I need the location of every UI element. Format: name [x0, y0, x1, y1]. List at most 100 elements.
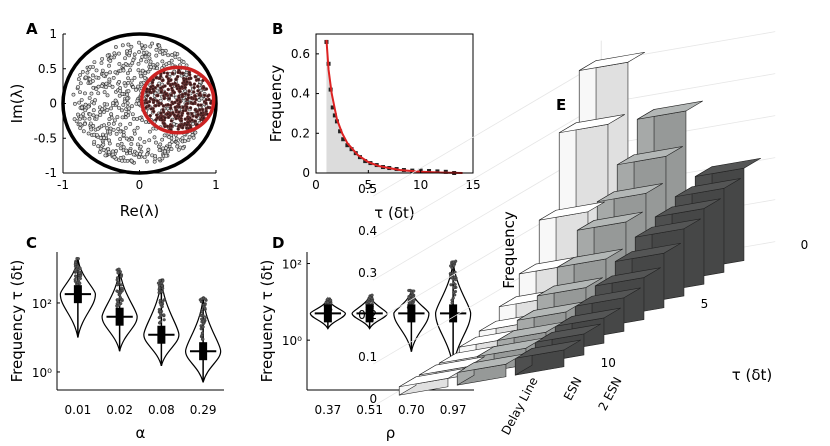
eigenvalue-point-dark: [189, 95, 194, 100]
violin-point: [450, 301, 454, 305]
eigenvalue-point-grey: [83, 108, 88, 113]
eigenvalue-point-grey: [120, 108, 124, 113]
y-tick-label: 10²: [282, 258, 302, 272]
eigenvalue-point-dark: [166, 87, 171, 92]
eigenvalue-point-grey: [142, 140, 147, 144]
eigenvalue-point-grey: [109, 55, 114, 60]
eigenvalue-point-grey: [152, 135, 157, 140]
y-tick-label: 0.2: [291, 126, 310, 140]
violin-point: [160, 284, 164, 288]
eigenvalue-point-grey: [187, 135, 192, 140]
eigenvalue-point-grey: [134, 87, 138, 92]
eigenvalue-point-grey: [89, 127, 94, 132]
eigenvalue-point-dark: [174, 108, 178, 113]
eigenvalue-point-dark: [169, 93, 173, 97]
panel-label-a: A: [26, 20, 38, 38]
eigenvalue-point-grey: [82, 122, 87, 126]
eigenvalue-point-grey: [190, 122, 195, 126]
bar-face-top: [577, 211, 643, 231]
eigenvalue-point-dark: [186, 120, 190, 125]
eigenvalue-point-dark: [196, 112, 200, 117]
eigenvalue-point-dark: [181, 109, 186, 113]
eigenvalue-point-grey: [138, 152, 142, 156]
panel-label-e: E: [556, 96, 566, 114]
eigenvalue-point-dark: [173, 105, 177, 110]
eigenvalue-point-dark: [180, 71, 185, 75]
eigenvalue-point-grey: [143, 54, 148, 59]
histogram-point: [427, 169, 432, 174]
eigenvalue-point-grey: [121, 145, 126, 150]
histogram-point: [345, 143, 350, 148]
eigenvalue-point-grey: [105, 102, 110, 107]
eigenvalue-point-dark: [156, 93, 160, 98]
y-axis-label: Frequency τ (δt): [258, 260, 276, 383]
eigenvalue-point-dark: [175, 74, 180, 79]
bar-face-top: [399, 368, 465, 388]
eigenvalue-point-dark: [188, 106, 193, 110]
eigenvalue-point-dark: [185, 101, 190, 106]
eigenvalue-point-dark: [183, 92, 188, 96]
eigenvalue-point-grey: [124, 136, 129, 141]
eigenvalue-point-grey: [138, 144, 143, 149]
eigenvalue-point-grey: [129, 142, 134, 146]
eigenvalue-point-grey: [135, 142, 140, 147]
x-tick-label: 0.01: [65, 403, 92, 417]
violin-point: [118, 296, 122, 300]
y-tick-label: 0.4: [291, 87, 310, 101]
eigenvalue-point-grey: [111, 149, 115, 154]
violin-point: [451, 260, 456, 264]
violin-point: [158, 279, 162, 283]
violin-point: [158, 312, 163, 316]
violin-point: [77, 270, 82, 274]
eigenvalue-point-grey: [154, 140, 158, 145]
series-label: 2 ESN: [596, 375, 625, 413]
eigenvalue-point-dark: [159, 111, 163, 115]
eigenvalue-point-grey: [99, 61, 104, 65]
eigenvalue-point-grey: [167, 61, 171, 65]
eigenvalue-point-grey: [108, 59, 113, 63]
eigenvalue-point-dark: [174, 84, 179, 88]
eigenvalue-point-grey: [162, 149, 167, 154]
eigenvalue-point-grey: [136, 101, 141, 106]
eigenvalue-point-grey: [102, 90, 107, 95]
eigenvalue-point-grey: [111, 121, 116, 126]
eigenvalue-point-grey: [117, 79, 122, 84]
eigenvalue-point-grey: [121, 63, 126, 68]
eigenvalue-point-dark: [151, 109, 156, 114]
eigenvalue-point-grey: [125, 92, 129, 97]
grid-line: [601, 115, 776, 147]
eigenvalue-point-dark: [159, 86, 163, 90]
eigenvalue-point-grey: [117, 105, 121, 110]
eigenvalue-point-dark: [167, 96, 171, 101]
bar-face-top: [615, 242, 681, 262]
violin-point: [201, 325, 205, 329]
eigenvalue-point-grey: [101, 73, 106, 78]
eigenvalue-point-dark: [161, 107, 165, 112]
eigenvalue-point-grey: [191, 135, 196, 140]
eigenvalue-point-grey: [106, 147, 111, 152]
eigenvalue-point-grey: [101, 132, 105, 137]
eigenvalue-point-grey: [95, 133, 99, 138]
violin-point: [201, 337, 205, 341]
eigenvalue-point-grey: [139, 74, 143, 79]
grid-line: [372, 103, 602, 239]
eigenvalue-point-grey: [107, 129, 112, 134]
x-tick-label: 5: [365, 178, 373, 192]
y-tick-label: 10⁰: [282, 334, 302, 348]
x-tick-label: 0.97: [440, 403, 467, 417]
violin-point: [117, 267, 121, 271]
eigenvalue-point-grey: [98, 113, 103, 117]
eigenvalue-point-grey: [136, 155, 141, 160]
bar-face-top: [655, 198, 721, 218]
eigenvalue-point-dark: [198, 91, 202, 96]
eigenvalue-point-grey: [73, 101, 77, 106]
eigenvalue-point-grey: [78, 90, 82, 95]
eigenvalue-point-dark: [168, 83, 173, 88]
panel-e-3d-bars: 0 0.1 0.2 0.3 0.4 0.5 Frequency 0 5 10 τ (δt) Delay…: [358, 31, 808, 437]
x-axis-label: Re(λ): [120, 202, 160, 220]
eigenvalue-point-grey: [87, 116, 92, 121]
eigenvalue-point-grey: [152, 159, 157, 164]
eigenvalue-point-dark: [154, 104, 158, 108]
eigenvalue-point-grey: [101, 142, 106, 147]
violin-point: [453, 275, 457, 279]
